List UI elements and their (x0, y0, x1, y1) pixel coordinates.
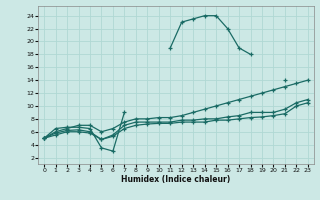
X-axis label: Humidex (Indice chaleur): Humidex (Indice chaleur) (121, 175, 231, 184)
